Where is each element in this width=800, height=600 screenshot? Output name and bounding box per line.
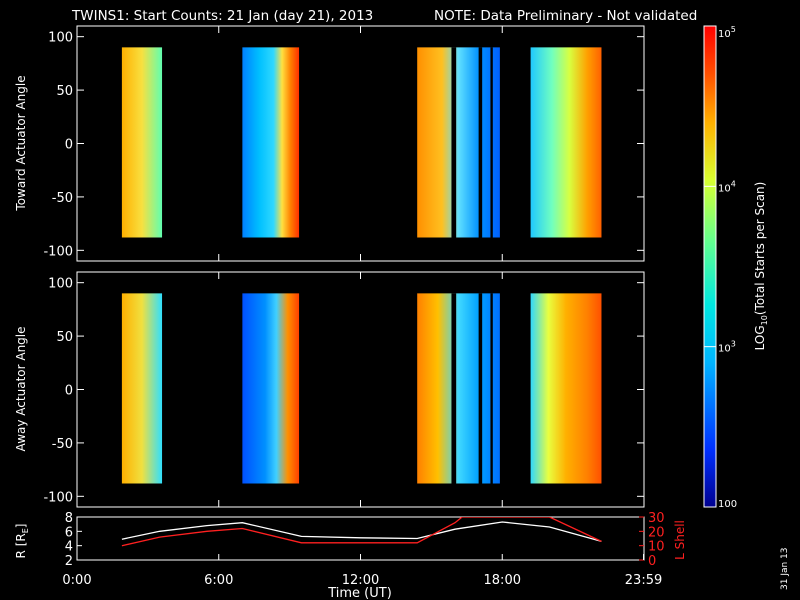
r-tick-label: 8 <box>65 511 73 526</box>
data-block <box>417 293 500 484</box>
y-tick-label: 100 <box>48 277 73 292</box>
y-tick-label: -100 <box>43 490 73 505</box>
data-gap <box>451 47 457 238</box>
r-axis-label: R [RE] <box>14 524 30 559</box>
data-block <box>242 47 300 238</box>
l-tick-label: 0 <box>648 554 656 569</box>
toward-x-ticks <box>76 26 645 261</box>
data-gap <box>478 47 483 238</box>
r-label-close: ] <box>14 524 28 529</box>
data-block <box>242 293 300 484</box>
toward-y-axis-label: Toward Actuator Angle <box>14 75 28 211</box>
l-tick-label: 30 <box>648 511 665 526</box>
l-tick-label: 10 <box>648 540 665 555</box>
y-tick-label: -100 <box>43 244 73 259</box>
away-x-ticks <box>76 272 645 507</box>
data-gap <box>490 293 493 484</box>
footer-date: 31 Jan 13 <box>780 548 790 591</box>
x-tick-label: 12:00 <box>342 573 379 588</box>
away-data-blocks <box>121 293 602 484</box>
r-tick-label: 4 <box>65 540 73 555</box>
data-gap <box>478 293 483 484</box>
l-shell-axis-label: L Shell <box>673 520 687 560</box>
away-y-ticks: 100 50 0 -50 -100 <box>43 277 644 505</box>
y-tick-label: -50 <box>52 437 73 452</box>
r-label-sub: E <box>21 528 30 533</box>
y-tick-label: 0 <box>65 384 73 399</box>
data-block <box>530 293 602 484</box>
data-gap <box>451 293 457 484</box>
data-block <box>530 47 602 238</box>
colorbar-tick-label: 105 <box>718 25 736 40</box>
toward-angle-panel: 100 50 0 -50 -100 Toward Actuator Angle <box>14 25 645 262</box>
data-block <box>417 47 500 238</box>
l-tick-label: 20 <box>648 525 665 540</box>
colorbar: 105 104 103 100 LOG10(Total Starts per Scan… <box>703 25 769 510</box>
orbit-series-line <box>121 521 602 543</box>
x-axis-label: Time (UT) <box>327 586 392 600</box>
colorbar-gradient <box>703 25 717 508</box>
orbit-panel-frame <box>76 516 645 561</box>
r-tick-label: 6 <box>65 525 73 540</box>
y-tick-label: 100 <box>48 31 73 46</box>
toward-data-blocks <box>121 47 602 238</box>
colorbar-ticks: 105 104 103 100 <box>704 25 737 510</box>
toward-y-ticks: 100 50 0 -50 -100 <box>43 31 644 259</box>
data-gap <box>490 47 493 238</box>
colorbar-label-main: LOG <box>753 325 767 350</box>
colorbar-tick-label: 104 <box>718 179 736 194</box>
y-tick-label: -50 <box>52 191 73 206</box>
x-tick-label: 0:00 <box>62 573 91 588</box>
y-tick-label: 50 <box>56 84 73 99</box>
away-y-axis-label: Away Actuator Angle <box>14 326 28 451</box>
colorbar-label: LOG10(Total Starts per Scan) <box>753 182 769 351</box>
r-tick-label: 2 <box>65 554 73 569</box>
x-tick-label: 23:59 <box>625 573 662 588</box>
colorbar-label-sub: 10 <box>760 315 769 325</box>
r-label-main: R [R <box>14 533 28 558</box>
y-tick-label: 50 <box>56 330 73 345</box>
colorbar-label-rest: (Total Starts per Scan) <box>753 182 767 316</box>
data-block <box>121 47 163 238</box>
away-angle-panel: 100 50 0 -50 -100 Away Actuator Angle <box>14 271 645 508</box>
x-tick-label: 6:00 <box>204 573 233 588</box>
chart-title: TWINS1: Start Counts: 21 Jan (day 21), 2… <box>71 8 373 24</box>
colorbar-tick-label: 100 <box>718 499 737 510</box>
x-tick-label: 18:00 <box>484 573 521 588</box>
orbit-series-line <box>121 517 602 547</box>
y-tick-label: 0 <box>65 138 73 153</box>
orbit-lines <box>121 517 602 547</box>
colorbar-tick-label: 103 <box>718 340 736 355</box>
preliminary-note: NOTE: Data Preliminary - Not validated <box>434 8 697 24</box>
data-block <box>121 293 163 484</box>
